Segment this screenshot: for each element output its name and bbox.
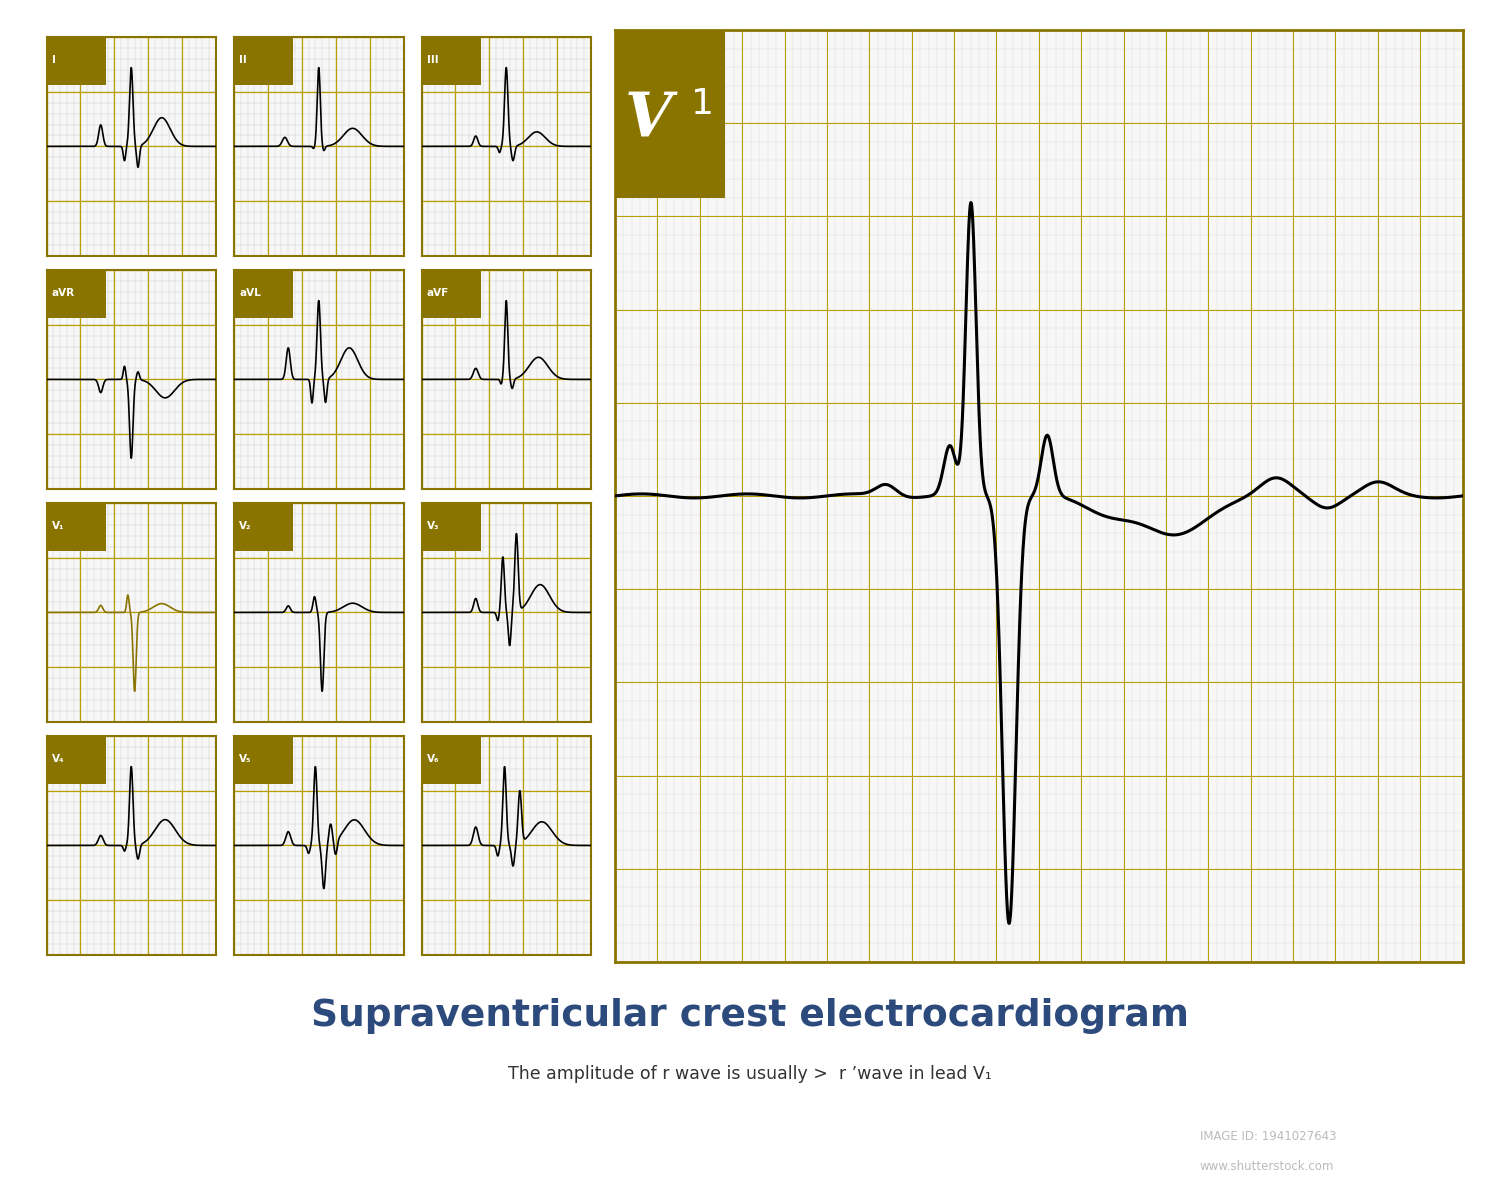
FancyBboxPatch shape <box>234 503 294 551</box>
Text: III: III <box>426 55 438 65</box>
Text: aVL: aVL <box>238 288 261 298</box>
Text: V₆: V₆ <box>426 754 439 764</box>
Text: Supraventricular crest electrocardiogram: Supraventricular crest electrocardiogram <box>310 999 1190 1035</box>
FancyBboxPatch shape <box>234 270 294 318</box>
Text: V₃: V₃ <box>426 521 439 531</box>
Text: shutterstôck®: shutterstôck® <box>38 1138 231 1163</box>
FancyBboxPatch shape <box>422 270 482 318</box>
FancyBboxPatch shape <box>46 503 106 551</box>
Text: The amplitude of r wave is usually >  r ’wave in lead V₁: The amplitude of r wave is usually > r ’… <box>509 1065 992 1083</box>
Text: V₄: V₄ <box>51 754 64 764</box>
Text: V₅: V₅ <box>238 754 252 764</box>
Text: aVR: aVR <box>51 288 75 298</box>
FancyBboxPatch shape <box>422 37 482 85</box>
FancyBboxPatch shape <box>422 503 482 551</box>
FancyBboxPatch shape <box>46 270 106 318</box>
FancyBboxPatch shape <box>46 37 106 85</box>
Text: IMAGE ID: 1941027643: IMAGE ID: 1941027643 <box>1200 1130 1336 1144</box>
Text: I: I <box>51 55 56 65</box>
Text: aVF: aVF <box>426 288 448 298</box>
FancyBboxPatch shape <box>46 736 106 784</box>
Text: www.shutterstock.com: www.shutterstock.com <box>1200 1160 1335 1172</box>
FancyBboxPatch shape <box>234 37 294 85</box>
Text: 1: 1 <box>692 87 714 122</box>
Text: II: II <box>238 55 248 65</box>
Text: V₂: V₂ <box>238 521 252 531</box>
FancyBboxPatch shape <box>615 30 724 197</box>
Text: V: V <box>626 88 672 148</box>
Text: V₁: V₁ <box>51 521 64 531</box>
FancyBboxPatch shape <box>234 736 294 784</box>
FancyBboxPatch shape <box>422 736 482 784</box>
